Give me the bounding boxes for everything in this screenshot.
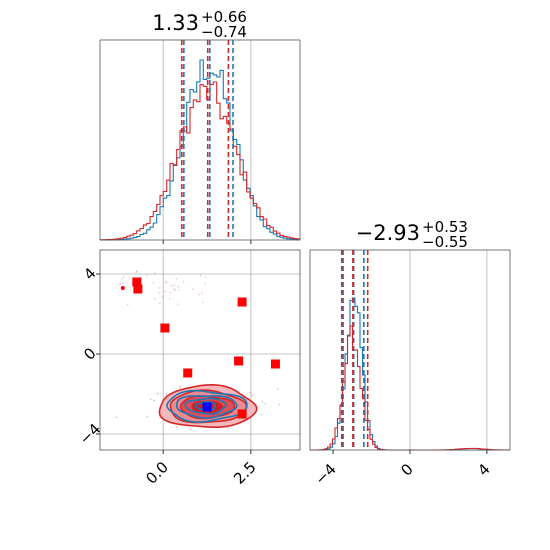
joint-sample-dot	[200, 292, 203, 295]
joint-sample-dot	[158, 287, 161, 289]
joint-blue-contour-1	[176, 395, 238, 420]
joint-sample-dot	[179, 385, 182, 388]
joint-red-square-4	[234, 356, 244, 366]
joint-sample-dot	[164, 280, 167, 283]
joint-sample-dot	[122, 275, 125, 278]
joint-red-dot	[120, 286, 125, 290]
marginal-p1-title-minus: −0.74	[201, 23, 247, 41]
joint-xtick-label-0: 0.0	[142, 458, 172, 488]
joint-sample-dot	[173, 287, 176, 290]
joint-sample-dot	[126, 303, 129, 306]
joint-sample-dot	[276, 388, 279, 390]
joint-sample-dot	[117, 285, 120, 287]
marginal-p2-title-median: −2.93	[356, 221, 420, 245]
marginal-p1-hist-blue	[100, 59, 300, 241]
joint-sample-dot	[248, 391, 251, 394]
joint-sample-dot	[164, 290, 166, 293]
joint-sample-dot	[191, 288, 194, 290]
joint-sample-dot	[204, 282, 206, 285]
joint-frame	[99, 249, 301, 451]
joint-sample-dot	[156, 392, 159, 395]
joint-sample-dot	[135, 271, 138, 273]
joint-sample-dot	[227, 426, 229, 429]
joint-sample-dot	[198, 293, 200, 296]
joint-sample-dot	[175, 278, 178, 280]
joint-red-square-2	[160, 323, 170, 333]
joint-sample-dot	[161, 296, 164, 299]
joint-sample-dot	[175, 425, 178, 428]
joint-sample-dot	[119, 283, 121, 286]
joint-red-square-6	[183, 368, 193, 378]
joint-red-square-0	[132, 277, 142, 287]
joint-red-square-3	[237, 297, 247, 307]
joint-sample-dot	[154, 272, 156, 274]
joint-sample-dot	[152, 282, 155, 284]
marginal-p2-title-plus: +0.53	[422, 218, 468, 236]
joint-blue-contour-0	[166, 389, 248, 423]
joint-sample-dot	[174, 289, 177, 292]
joint-sample-dot	[177, 303, 180, 305]
joint-sample-dot	[261, 401, 263, 403]
joint-sample-dot	[278, 403, 281, 406]
marginal-p2-xtick-label-0: −4	[312, 460, 340, 488]
joint-blue-square	[202, 402, 212, 412]
joint-sample-dot	[204, 276, 207, 278]
joint-sample-dot	[168, 297, 171, 300]
marginal-p1-frame	[99, 39, 301, 241]
joint-sample-dot	[178, 289, 180, 291]
joint-sample-dot	[251, 394, 253, 397]
marginal-p2-title-minus: −0.55	[422, 233, 468, 251]
joint-sample-dot	[200, 274, 202, 277]
joint-sample-dot	[154, 298, 156, 301]
marginal-p2-xtick-label-1: 0	[397, 460, 416, 479]
joint-sample-dot	[115, 416, 118, 419]
joint-sample-dot	[145, 274, 148, 277]
joint-sample-dot	[146, 415, 149, 418]
joint-sample-dot	[165, 393, 168, 396]
joint-red-square-5	[270, 359, 280, 369]
marginal-p2-panel: −2.93 +0.53 −0.55 −4 0 4	[309, 218, 511, 488]
joint-sample-dot	[173, 284, 175, 286]
joint-sample-dot	[120, 277, 123, 280]
joint-sample-dot	[177, 285, 180, 288]
joint-xtick-label-1: 2.5	[230, 458, 260, 488]
joint-sample-dot	[158, 302, 161, 305]
marginal-p1-hist-red	[100, 81, 300, 241]
joint-sample-dot	[264, 402, 267, 405]
joint-sample-dot	[260, 413, 263, 416]
joint-red-square-7	[237, 409, 247, 419]
joint-sample-dot	[165, 281, 168, 284]
joint-sample-dot	[170, 285, 173, 287]
joint-sample-dot	[122, 281, 124, 284]
joint-sample-dot	[179, 387, 182, 389]
joint-sample-dot	[189, 428, 192, 431]
joint-sample-dot	[182, 281, 185, 284]
joint-red-square-1	[133, 284, 143, 294]
joint-panel: 0.0 2.5 40−4	[76, 249, 301, 488]
marginal-p1-panel: 1.33 +0.66 −0.74	[99, 8, 301, 244]
joint-sample-dot	[149, 398, 152, 401]
joint-sample-dot	[153, 399, 156, 402]
joint-sample-dot	[158, 291, 161, 294]
marginal-p1-title-median: 1.33	[152, 11, 199, 35]
joint-sample-dot	[169, 291, 172, 294]
joint-blue-contour-2	[184, 397, 227, 415]
marginal-p1-title-plus: +0.66	[201, 8, 247, 26]
marginal-p2-xtick-label-2: 4	[474, 460, 493, 479]
joint-sample-dot	[202, 301, 205, 304]
